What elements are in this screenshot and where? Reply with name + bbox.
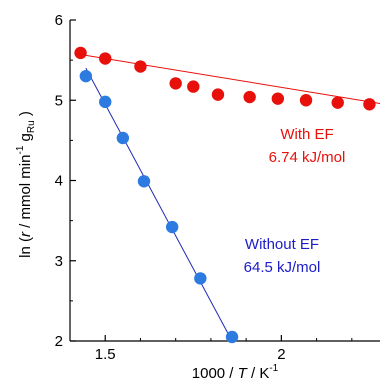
- series-labels: With EF 6.74 kJ/mol Without EF 64.5 kJ/mol: [244, 126, 346, 276]
- y-tick-label: 3: [55, 253, 63, 270]
- y-tick-label: 4: [55, 173, 63, 190]
- without_ef-point: [165, 220, 179, 234]
- with-ef-label: With EF: [280, 126, 333, 143]
- with_ef-point: [331, 96, 344, 109]
- without_ef-point: [137, 175, 151, 188]
- without_ef-point: [225, 330, 239, 344]
- with_ef-point: [134, 60, 147, 73]
- with_ef-point: [99, 52, 112, 65]
- with_ef-point: [271, 92, 285, 105]
- with_ef-point: [187, 80, 200, 93]
- with_ef-point: [211, 88, 225, 101]
- without_ef-point: [116, 131, 130, 145]
- with_ef-fit-line: [80, 54, 381, 104]
- with_ef-point: [243, 90, 256, 104]
- with-ef-energy: 6.74 kJ/mol: [269, 149, 346, 166]
- without_ef-point: [194, 272, 207, 285]
- y-axis-title: ln (r / mmol min-1 gRu ): [15, 111, 37, 258]
- with_ef-point: [363, 98, 376, 111]
- fit-lines: [80, 54, 381, 342]
- x-axis-title: 1000 / T / K-1: [192, 363, 279, 382]
- without_ef-point: [79, 69, 93, 83]
- x-tick-label: 2: [277, 346, 285, 363]
- with_ef-point: [169, 77, 182, 90]
- y-tick-label: 5: [55, 92, 63, 109]
- with_ef-point: [299, 94, 313, 107]
- y-tick-label: 2: [55, 333, 63, 350]
- without-ef-label: Without EF: [245, 236, 319, 253]
- with_ef-point: [74, 46, 87, 60]
- data-points: [74, 46, 376, 344]
- x-tick-label: 1.5: [95, 346, 116, 363]
- without_ef-point: [99, 95, 112, 109]
- without_ef-fit-line: [85, 67, 233, 342]
- without-ef-energy: 64.5 kJ/mol: [244, 259, 321, 276]
- y-tick-label: 6: [55, 12, 63, 29]
